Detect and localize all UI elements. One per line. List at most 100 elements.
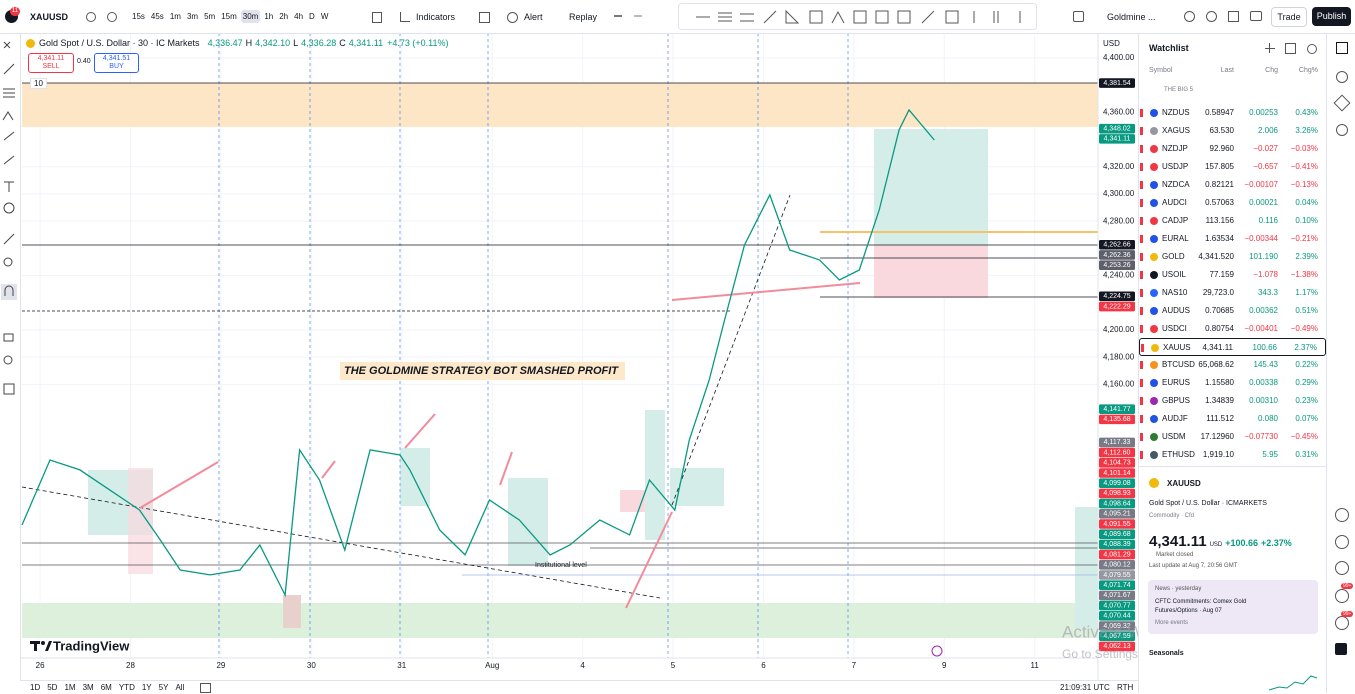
interval[interactable]: 45s <box>150 12 164 21</box>
interval[interactable]: 3m <box>186 12 199 21</box>
chart-type-icon[interactable] <box>372 12 382 23</box>
compare-icon[interactable] <box>86 12 96 22</box>
range-button[interactable]: 1M <box>64 683 76 692</box>
date-range-icon[interactable] <box>200 683 211 693</box>
templates-icon[interactable] <box>479 12 490 23</box>
replay-button[interactable]: Replay <box>569 12 598 22</box>
chat-icon[interactable] <box>1336 124 1348 136</box>
interval[interactable]: W <box>320 12 329 21</box>
range-button[interactable]: 6M <box>100 683 112 692</box>
interval[interactable]: 15s <box>132 12 145 21</box>
watchlist-row[interactable]: ETHUSD 1,919.10 5.95 0.31% <box>1139 446 1326 464</box>
sell-button[interactable]: 4,341.11 SELL <box>28 53 74 73</box>
range-button[interactable]: 5D <box>47 683 58 692</box>
watchlist-row[interactable]: AUDUS 0.70685 0.00362 0.51% <box>1139 302 1326 320</box>
add-icon[interactable] <box>1265 48 1275 49</box>
tool-icon[interactable] <box>809 10 823 24</box>
range-button[interactable]: All <box>175 683 185 692</box>
watchlist-row[interactable]: XAGUS 63.530 2.006 3.26% <box>1139 122 1326 140</box>
tool-icon[interactable] <box>3 383 15 395</box>
tool-icon[interactable] <box>785 9 800 24</box>
seasonals-title[interactable]: Seasonals <box>1149 650 1184 657</box>
tool-icon[interactable] <box>3 257 13 267</box>
interval[interactable]: 15m <box>221 12 237 21</box>
column-header[interactable]: Chg <box>1265 67 1278 74</box>
watchlist-row[interactable]: NZDUS 0.58947 0.00253 0.43% <box>1139 104 1326 122</box>
tool-icon[interactable] <box>3 333 14 342</box>
tool-icon[interactable] <box>3 131 15 141</box>
range-button[interactable]: 1D <box>30 683 41 692</box>
tool-icon[interactable] <box>2 111 14 121</box>
alerts-icon[interactable] <box>1336 71 1348 83</box>
watchlist-row[interactable]: AUDCI 0.57063 0.00021 0.04% <box>1139 194 1326 212</box>
watchlist-row[interactable]: GOLD 4,341.520 101.190 2.39% <box>1139 248 1326 266</box>
range-button[interactable]: 1Y <box>141 683 152 692</box>
tool-icon[interactable] <box>3 63 15 75</box>
add-symbol-icon[interactable] <box>107 12 117 22</box>
search-icon[interactable] <box>1184 11 1195 22</box>
range-button[interactable]: 5Y <box>158 683 169 692</box>
buy-button[interactable]: 4,341.51 BUY <box>94 53 139 73</box>
tool-icon[interactable] <box>875 10 889 24</box>
tool-icon[interactable] <box>740 13 754 22</box>
tool-icon[interactable] <box>3 88 15 98</box>
watchlist-row[interactable]: AUDJF 111.512 0.080 0.07% <box>1139 410 1326 428</box>
interval[interactable]: 2h <box>279 12 289 21</box>
tool-icon[interactable] <box>993 11 999 23</box>
tool-icon[interactable] <box>763 10 777 24</box>
redo[interactable] <box>634 15 642 17</box>
watchlist-row[interactable]: GBPUS 1.34839 0.00310 0.23% <box>1139 392 1326 410</box>
tool-icon[interactable] <box>3 202 15 214</box>
column-header[interactable]: Symbol <box>1149 67 1173 74</box>
snapshot-icon[interactable] <box>1250 11 1262 21</box>
interval[interactable]: 4h <box>294 12 304 21</box>
target-icon[interactable] <box>1335 508 1349 522</box>
settings-icon[interactable] <box>1206 11 1217 22</box>
tool-icon[interactable] <box>897 10 911 24</box>
watchlist-row[interactable]: BTCUSD 65,068.62 145.43 0.22% <box>1139 356 1326 374</box>
range-button[interactable]: 3M <box>82 683 94 692</box>
column-header[interactable]: Last <box>1220 67 1234 74</box>
interval[interactable]: D <box>309 12 315 21</box>
watchlist-row[interactable]: XAUUS 4,341.11 100.66 2.37% <box>1139 338 1326 356</box>
more-icon[interactable] <box>1307 44 1317 54</box>
alert-button[interactable]: Alert <box>524 12 543 22</box>
news-more[interactable]: More events <box>1155 620 1189 626</box>
layers-icon[interactable] <box>1333 94 1351 112</box>
news-card[interactable]: News · yesterday CFTC Commitments: Comex… <box>1148 580 1318 634</box>
range-button[interactable]: YTD <box>118 683 135 692</box>
symbol-search[interactable]: XAUUSD <box>30 12 69 22</box>
interval[interactable]: 5m <box>204 12 216 21</box>
tool-icon[interactable] <box>831 10 845 24</box>
tool-icon[interactable] <box>3 41 11 49</box>
tool-icon[interactable] <box>921 10 935 24</box>
watchlist-row[interactable]: USOIL 77.159 −1.078 −1.38% <box>1139 266 1326 284</box>
layout-name[interactable]: Goldmine ... <box>1107 12 1156 22</box>
notification-icon[interactable] <box>1335 616 1349 630</box>
details-symbol[interactable]: XAUUSD <box>1167 479 1201 488</box>
tool-icon[interactable] <box>853 10 867 24</box>
watchlist-row[interactable]: NZDJP 92.960 −0.027 −0.03% <box>1139 140 1326 158</box>
tool-icon[interactable] <box>4 181 14 192</box>
tool-icon[interactable] <box>945 10 959 24</box>
watchlist-row[interactable]: NAS10 29,723.0 343.3 1.17% <box>1139 284 1326 302</box>
interval[interactable]: 1h <box>264 12 274 21</box>
column-header[interactable]: Chg% <box>1298 67 1318 74</box>
indicator-toggle[interactable]: 10 <box>30 78 47 89</box>
watchlist-row[interactable]: CADJP 113.156 0.116 0.10% <box>1139 212 1326 230</box>
watchlist-section[interactable]: THE BIG 5 <box>1164 87 1194 93</box>
layout-icon[interactable] <box>1285 43 1296 54</box>
tool-icon[interactable] <box>718 12 732 22</box>
session[interactable]: RTH <box>1117 683 1134 692</box>
layout-icon[interactable] <box>1073 11 1084 22</box>
tool-icon[interactable] <box>3 355 13 365</box>
watchlist-row[interactable]: USDM 17.12960 −0.07730 −0.45% <box>1139 428 1326 446</box>
add-icon[interactable] <box>1269 43 1270 53</box>
tool-icon[interactable] <box>3 233 15 245</box>
watchlist-row[interactable]: EURUS 1.15580 0.00338 0.29% <box>1139 374 1326 392</box>
trade-button[interactable]: Trade <box>1271 7 1307 27</box>
chat-icon[interactable] <box>1335 589 1349 603</box>
fullscreen-icon[interactable] <box>1228 11 1239 22</box>
watchlist-title[interactable]: Watchlist <box>1149 43 1189 53</box>
tool-icon[interactable] <box>3 155 15 165</box>
